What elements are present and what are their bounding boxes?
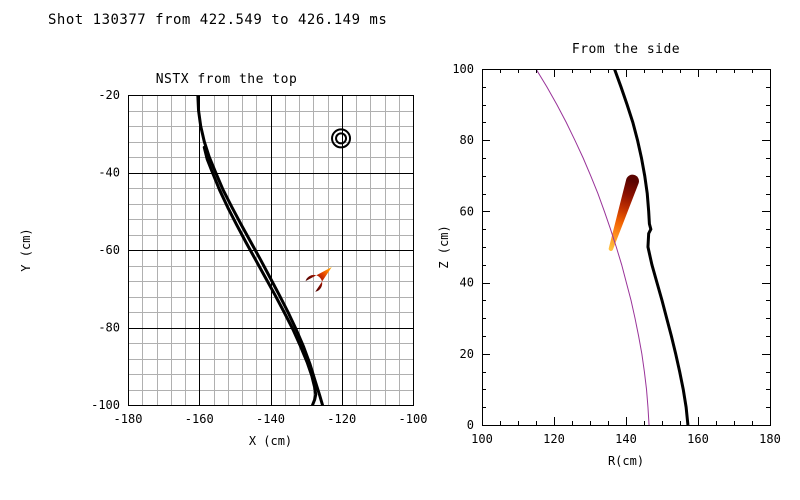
side-view-data [535,69,690,425]
side-view-ticks [482,69,771,426]
top-view-series-wall-inner [202,145,318,405]
panel-top-view: NSTX from the top -180 -160 -140 -120 -100 -1… [19,72,427,448]
side-view-frame [482,69,771,426]
top-view-title: NSTX from the top [155,72,298,87]
side-view-series-plasma-boundary [535,69,650,425]
side-view-xtick: 160 [687,432,709,446]
top-view-data [196,95,352,405]
side-view-xtick: 100 [471,432,493,446]
top-view-ytick: -40 [98,166,120,180]
top-view-xtick: -140 [256,412,285,426]
side-view-ytick: 80 [460,133,474,147]
top-view-ytick: -60 [98,243,120,257]
side-view-xtick: 180 [759,432,781,446]
panel-side-view: From the side 100 120 140 160 180 0 20 40 60 80 10… [430,0,800,470]
top-view-xtick: -160 [185,412,214,426]
side-view-title: From the side [571,42,681,57]
top-view-plot: -180 -160 -140 -120 -100 -100 -80 -60 -40 -20 X (c… [19,88,427,448]
side-view-plot: 100 120 140 160 180 0 20 40 60 80 100 R(cm) Z (cm) [437,62,781,468]
top-view-ytick: -100 [91,398,120,412]
top-view-xtick: -120 [327,412,356,426]
side-view-ytick: 20 [460,347,474,361]
side-view-ytick: 60 [460,204,474,218]
side-view-emission-streak [608,174,639,251]
top-view-axes [128,95,414,406]
side-view-ytick: 100 [452,62,474,76]
side-view-ylabel: Z (cm) [437,225,451,268]
top-view-tick-labels: -180 -160 -140 -120 -100 -100 -80 -60 -40 -20 [91,88,427,426]
top-view-emission-blob [305,267,332,292]
figure-suptitle: Shot 130377 from 422.549 to 426.149 ms [48,12,388,28]
side-view-ytick: 0 [467,418,474,432]
top-view-xlabel: X (cm) [249,434,292,448]
side-view-ytick: 40 [460,276,474,290]
side-view-xtick: 140 [615,432,637,446]
top-view-xtick: -180 [114,412,143,426]
side-view-xtick: 120 [543,432,565,446]
top-view-xtick: -100 [399,412,428,426]
top-view-ytick: -80 [98,321,120,335]
top-view-frame [128,95,414,406]
top-view-ytick: -20 [98,88,120,102]
side-view-xlabel: R(cm) [608,454,644,468]
top-view-bullseye-target [331,128,352,149]
side-view-series-vessel-wall [613,69,690,425]
top-view-series-wall-outer [196,95,325,405]
top-view-ylabel: Y (cm) [19,228,33,271]
side-view-tick-labels: 100 120 140 160 180 0 20 40 60 80 100 [452,62,781,446]
